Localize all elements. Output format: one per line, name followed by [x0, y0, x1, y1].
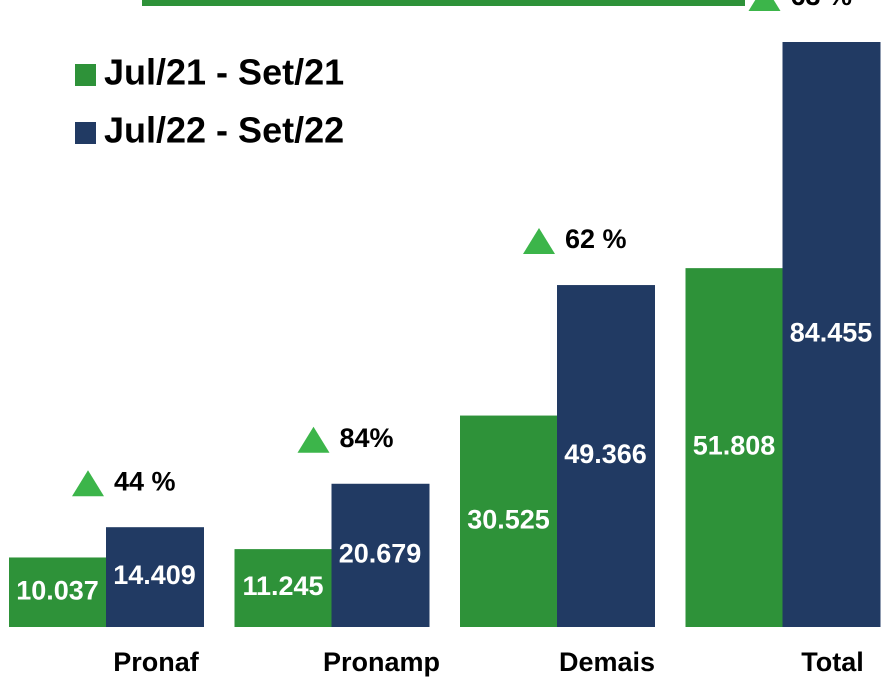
x-tick-label: Total: [801, 647, 864, 677]
legend-label: Jul/22 - Set/22: [104, 110, 344, 151]
legend-swatch: [75, 64, 96, 86]
value-label: 14.409: [113, 560, 196, 590]
change-annotation: 44 %: [114, 466, 176, 496]
value-label: 11.245: [242, 571, 323, 601]
change-annotation: 84%: [340, 423, 394, 453]
value-label: 84.455: [790, 318, 873, 348]
value-label: 30.525: [467, 504, 550, 534]
up-triangle: [523, 228, 555, 255]
legend-swatch: [75, 122, 96, 144]
bar: [685, 268, 784, 627]
bar: [9, 557, 107, 627]
x-tick-label: Pronaf: [113, 647, 200, 677]
x-tick-label: Pronamp: [323, 647, 440, 677]
value-label: 51.808: [693, 431, 776, 461]
bar: [331, 483, 430, 627]
legend-label: Jul/21 - Set/21: [104, 52, 344, 93]
value-label: 20.679: [339, 539, 422, 569]
bar: [106, 527, 204, 627]
change-annotation: 62 %: [565, 224, 627, 254]
up-triangle: [72, 470, 104, 497]
value-label: 49.366: [564, 439, 647, 469]
bar: [460, 415, 558, 627]
bar: [557, 285, 655, 627]
x-tick-label: Demais: [559, 647, 655, 677]
change-annotation: 63 %: [791, 0, 853, 11]
top-strip: [142, 0, 745, 6]
value-label: 10.037: [16, 575, 99, 605]
bar: [234, 549, 333, 627]
up-triangle: [297, 426, 330, 453]
bar: [782, 42, 881, 627]
up-triangle: [748, 0, 781, 11]
